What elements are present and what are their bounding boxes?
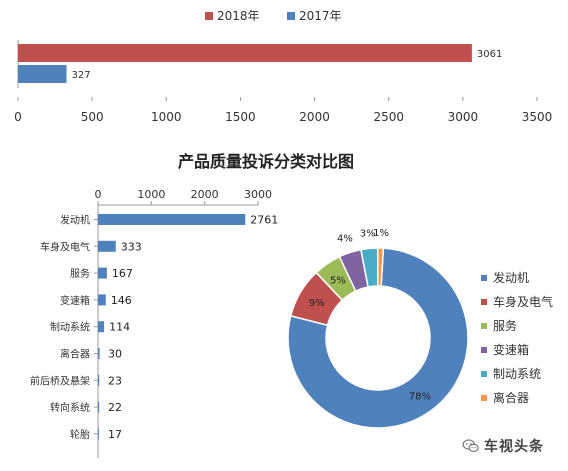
- legend-swatch-4: [481, 347, 487, 353]
- bar-4: [98, 294, 106, 306]
- x-tick-label-2: 500: [81, 110, 104, 124]
- legend-swatch-6: [481, 395, 487, 401]
- legend-swatch-1: [481, 275, 487, 281]
- bar-5: [98, 321, 105, 333]
- category-label-5: 制动系统: [50, 321, 90, 334]
- slice-label-2: 9%: [309, 298, 325, 309]
- category-label-4: 变速箱: [60, 294, 90, 307]
- x-tick-label-8: 3500: [522, 110, 553, 124]
- bar-2: [98, 240, 116, 252]
- x-tick-label-3: 2000: [191, 188, 219, 201]
- bar-label-8: 22: [108, 401, 122, 414]
- bar-label-4: 146: [111, 294, 132, 307]
- legend-swatch-2: [481, 299, 487, 305]
- x-tick-label-4: 1500: [225, 110, 256, 124]
- category-label-3: 服务: [70, 267, 90, 280]
- bar-label-5: 114: [109, 321, 130, 334]
- legend-label-1: 2018年: [217, 9, 260, 23]
- bar-label-1: 2761: [250, 214, 278, 227]
- legend-swatch-5: [481, 371, 487, 377]
- legend-label-3: 服务: [493, 318, 517, 333]
- category-label-6: 离合器: [60, 348, 90, 361]
- category-label-9: 轮胎: [70, 428, 90, 441]
- watermark-text: 车视头条: [484, 439, 544, 455]
- bar-1: [18, 44, 472, 62]
- watermark: 车视头条: [462, 436, 544, 456]
- bar-9: [98, 428, 99, 440]
- bar-1: [98, 214, 246, 225]
- slice-label-4: 4%: [337, 233, 353, 244]
- x-tick-label-6: 2500: [373, 110, 404, 124]
- slice-label-6: 1%: [373, 228, 389, 239]
- slice-label-5: 3%: [360, 228, 376, 239]
- bar-label-9: 17: [108, 428, 122, 441]
- bar-label-2: 333: [121, 240, 142, 253]
- slice-label-3: 5%: [330, 275, 346, 286]
- legend-label-2: 2017年: [299, 9, 342, 23]
- bar-3: [98, 267, 107, 279]
- legend-label-4: 变速箱: [493, 342, 529, 357]
- x-tick-label-7: 3000: [448, 110, 479, 124]
- legend-swatch-1: [205, 12, 213, 20]
- category-label-8: 转向系统: [50, 401, 90, 414]
- chart-title: 产品质量投诉分类对比图: [178, 152, 354, 171]
- slice-label-1: 78%: [409, 391, 431, 402]
- legend-label-5: 制动系统: [493, 367, 541, 381]
- category-label-1: 发动机: [60, 214, 90, 227]
- x-tick-label-4: 3000: [244, 188, 272, 201]
- x-tick-label-3: 1000: [151, 110, 182, 124]
- bar-label-6: 30: [108, 348, 122, 361]
- x-tick-label-2: 1000: [137, 188, 165, 201]
- legend-label-6: 离合器: [493, 390, 529, 405]
- legend-swatch-2: [287, 12, 295, 20]
- wechat-icon: [462, 439, 479, 453]
- x-tick-label-5: 2000: [299, 110, 330, 124]
- legend-label-1: 发动机: [493, 270, 529, 285]
- bar-2: [18, 65, 67, 83]
- bar-label-1: 3061: [477, 49, 502, 60]
- donut-slice-6: [376, 247, 385, 287]
- category-label-7: 前后桥及悬架: [30, 374, 90, 387]
- category-label-2: 车身及电气: [40, 240, 90, 253]
- x-tick-label-1: 0: [14, 110, 22, 124]
- bar-6: [98, 348, 100, 359]
- bar-8: [98, 401, 100, 413]
- legend-label-2: 车身及电气: [493, 294, 553, 309]
- bar-label-7: 23: [108, 374, 122, 387]
- bar-label-2: 327: [71, 70, 90, 81]
- bar-7: [98, 374, 100, 386]
- donut-slice-1: [287, 247, 469, 429]
- bar-label-3: 167: [112, 267, 133, 280]
- legend-swatch-3: [481, 323, 487, 329]
- x-tick-label-1: 0: [95, 188, 102, 201]
